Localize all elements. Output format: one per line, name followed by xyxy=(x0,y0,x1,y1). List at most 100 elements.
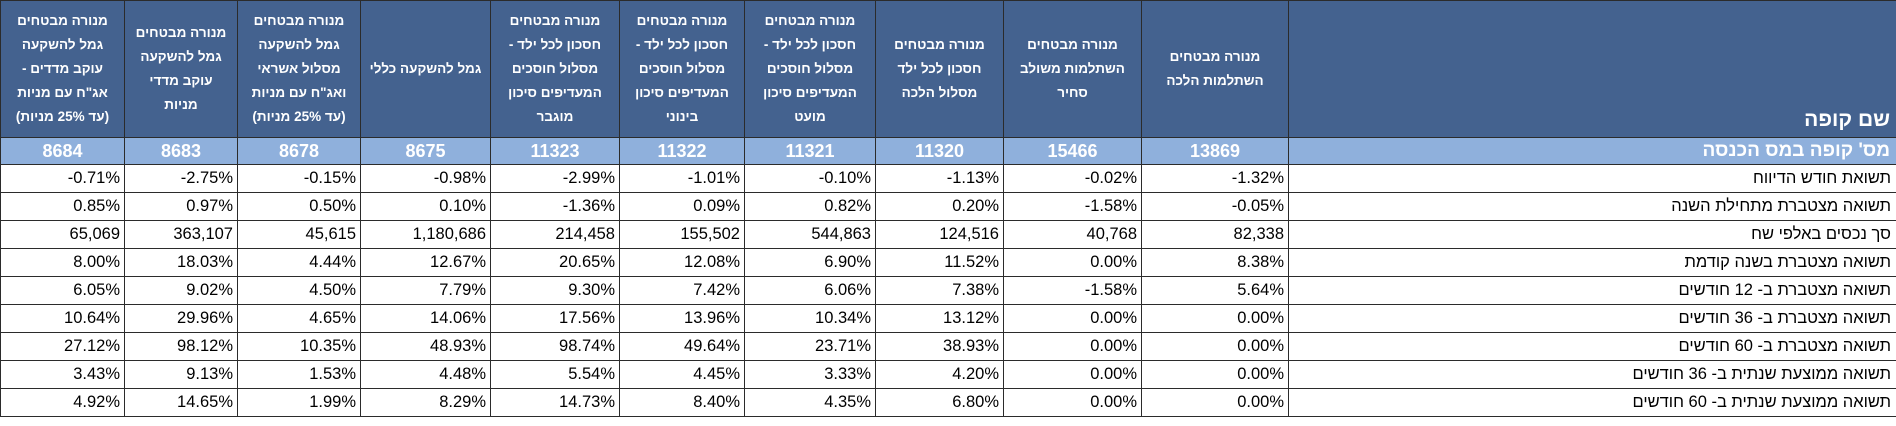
fund-code: 8678 xyxy=(237,137,361,165)
table-cell: -0.05% xyxy=(1141,192,1289,221)
table-cell: 0.20% xyxy=(875,192,1004,221)
table-cell: 1,180,686 xyxy=(360,220,491,249)
fund-code: 8675 xyxy=(360,137,491,165)
table-cell: -1.13% xyxy=(875,164,1004,193)
table-cell: 3.33% xyxy=(744,360,876,389)
fund-code: 11321 xyxy=(744,137,876,165)
table-row: 4.92% 14.65% 1.99% 8.29% 14.73% 8.40% 4.35% 6.8… xyxy=(0,388,1896,417)
row-label: תשואה מצטברת בשנה קודמת xyxy=(1288,248,1896,277)
table-cell: -0.02% xyxy=(1003,164,1142,193)
table-cell: 3.43% xyxy=(0,360,125,389)
column-header: מנורה מבטחים השתלמות משולב סחיר xyxy=(1003,0,1142,138)
table-cell: 4.65% xyxy=(237,304,361,333)
table-cell: 9.13% xyxy=(124,360,238,389)
table-cell: 544,863 xyxy=(744,220,876,249)
table-cell: 4.20% xyxy=(875,360,1004,389)
column-header: מנורה מבטחים השתלמות הלכה xyxy=(1141,0,1289,138)
table-cell: 0.00% xyxy=(1003,248,1142,277)
table-cell: 65,069 xyxy=(0,220,125,249)
table-cell: 0.00% xyxy=(1003,332,1142,361)
table-cell: -2.75% xyxy=(124,164,238,193)
fund-code: 13869 xyxy=(1141,137,1289,165)
table-cell: 12.67% xyxy=(360,248,491,277)
row-label: תשואה ממוצעת שנתית ב- 60 חודשים xyxy=(1288,388,1896,417)
table-cell: 1.99% xyxy=(237,388,361,417)
fund-name-label: שם קופה xyxy=(1288,0,1896,138)
table-cell: 6.80% xyxy=(875,388,1004,417)
row-label: תשואה מצטברת ב- 60 חודשים xyxy=(1288,332,1896,361)
table-row: 65,069 363,107 45,615 1,180,686 214,458 155,5… xyxy=(0,220,1896,249)
table-cell: 82,338 xyxy=(1141,220,1289,249)
column-header: מנורה מבטחים גמל להשקעה מסלול אשראי ואג"… xyxy=(237,0,361,138)
table-cell: 4.48% xyxy=(360,360,491,389)
table-cell: 6.05% xyxy=(0,276,125,305)
table-cell: 0.97% xyxy=(124,192,238,221)
table-cell: 8.00% xyxy=(0,248,125,277)
fund-code: 15466 xyxy=(1003,137,1142,165)
table-cell: 7.42% xyxy=(619,276,745,305)
table-cell: 40,768 xyxy=(1003,220,1142,249)
table-cell: 27.12% xyxy=(0,332,125,361)
table-cell: 8.40% xyxy=(619,388,745,417)
table-cell: 0.10% xyxy=(360,192,491,221)
table-cell: 0.09% xyxy=(619,192,745,221)
table-cell: 11.52% xyxy=(875,248,1004,277)
table-cell: 4.50% xyxy=(237,276,361,305)
row-label: תשואה מצטברת ב- 36 חודשים xyxy=(1288,304,1896,333)
table-cell: 4.35% xyxy=(744,388,876,417)
column-header: מנורה מבטחים חסכון לכל ילד - מסלול חוסכי… xyxy=(490,0,620,138)
table-cell: 10.64% xyxy=(0,304,125,333)
row-label: סך נכסים באלפי שח xyxy=(1288,220,1896,249)
column-header: מנורה מבטחים חסכון לכל ילד - מסלול חוסכי… xyxy=(744,0,876,138)
column-header: מנורה מבטחים גמל להשקעה עוקב מדדים - אג"… xyxy=(0,0,125,138)
table-cell: 9.02% xyxy=(124,276,238,305)
table-cell: 0.50% xyxy=(237,192,361,221)
table-cell: 0.00% xyxy=(1003,388,1142,417)
table-cell: 9.30% xyxy=(490,276,620,305)
table-cell: 14.73% xyxy=(490,388,620,417)
data-rows: -0.71% -2.75% -0.15% -0.98% -2.99% -1.01% -0.1… xyxy=(0,164,1896,417)
table-cell: -1.58% xyxy=(1003,276,1142,305)
fund-code-label: מס' קופה במס הכנסה xyxy=(1288,137,1896,165)
table-cell: 98.12% xyxy=(124,332,238,361)
fund-code: 11323 xyxy=(490,137,620,165)
column-header: מנורה מבטחים חסכון לכל ילד - מסלול חוסכי… xyxy=(619,0,745,138)
table-cell: 124,516 xyxy=(875,220,1004,249)
table-cell: 8.29% xyxy=(360,388,491,417)
table-cell: 12.08% xyxy=(619,248,745,277)
row-label: תשואת חודש הדיווח xyxy=(1288,164,1896,193)
table-cell: 5.54% xyxy=(490,360,620,389)
table-cell: 6.06% xyxy=(744,276,876,305)
table-cell: 49.64% xyxy=(619,332,745,361)
table-cell: 0.82% xyxy=(744,192,876,221)
table-cell: -0.15% xyxy=(237,164,361,193)
table-cell: 10.35% xyxy=(237,332,361,361)
table-cell: 18.03% xyxy=(124,248,238,277)
table-cell: -0.71% xyxy=(0,164,125,193)
table-cell: 13.96% xyxy=(619,304,745,333)
fund-code-row: 8684 8683 8678 8675 11323 11322 11321 11… xyxy=(0,137,1896,165)
table-cell: 363,107 xyxy=(124,220,238,249)
table-cell: 0.00% xyxy=(1003,360,1142,389)
returns-table: מנורה מבטחים גמל להשקעה עוקב מדדים - אג"… xyxy=(0,0,1896,417)
table-cell: 98.74% xyxy=(490,332,620,361)
table-cell: 1.53% xyxy=(237,360,361,389)
table-cell: 0.00% xyxy=(1141,388,1289,417)
table-cell: 0.00% xyxy=(1003,304,1142,333)
table-cell: 5.64% xyxy=(1141,276,1289,305)
table-row: -0.71% -2.75% -0.15% -0.98% -2.99% -1.01% -0.1… xyxy=(0,164,1896,193)
table-cell: 8.38% xyxy=(1141,248,1289,277)
table-cell: 155,502 xyxy=(619,220,745,249)
table-cell: 7.79% xyxy=(360,276,491,305)
table-cell: 29.96% xyxy=(124,304,238,333)
table-cell: -1.36% xyxy=(490,192,620,221)
table-cell: 23.71% xyxy=(744,332,876,361)
table-cell: 17.56% xyxy=(490,304,620,333)
table-cell: 0.00% xyxy=(1141,304,1289,333)
table-cell: -0.98% xyxy=(360,164,491,193)
table-cell: -1.32% xyxy=(1141,164,1289,193)
table-cell: 14.06% xyxy=(360,304,491,333)
table-cell: 4.45% xyxy=(619,360,745,389)
table-row: 10.64% 29.96% 4.65% 14.06% 17.56% 13.96% 10.34… xyxy=(0,304,1896,333)
fund-code: 11320 xyxy=(875,137,1004,165)
